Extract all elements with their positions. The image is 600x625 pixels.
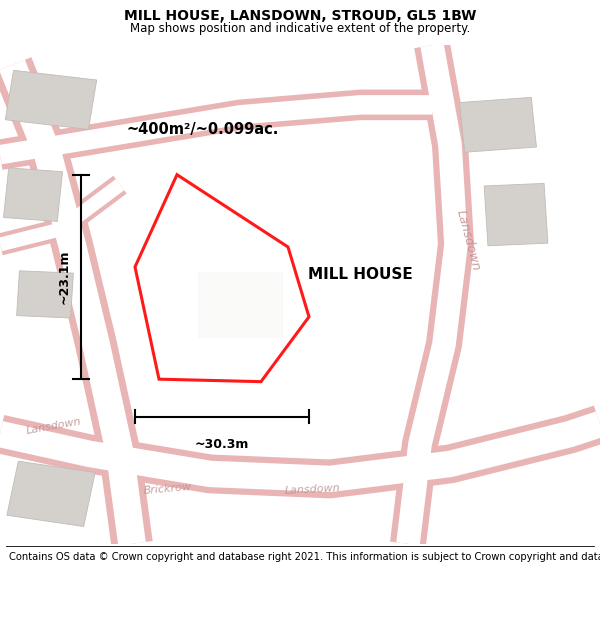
Polygon shape <box>135 174 309 382</box>
Text: Lansdown: Lansdown <box>26 416 82 436</box>
Text: Brickrow: Brickrow <box>143 482 193 496</box>
Text: Contains OS data © Crown copyright and database right 2021. This information is : Contains OS data © Crown copyright and d… <box>9 552 600 562</box>
Polygon shape <box>460 98 536 152</box>
Text: MILL HOUSE, LANSDOWN, STROUD, GL5 1BW: MILL HOUSE, LANSDOWN, STROUD, GL5 1BW <box>124 9 476 23</box>
Polygon shape <box>198 272 282 337</box>
Text: ~30.3m: ~30.3m <box>195 438 249 451</box>
Polygon shape <box>4 168 62 221</box>
Text: Lansdown: Lansdown <box>284 483 340 496</box>
Polygon shape <box>17 271 73 318</box>
Text: ~23.1m: ~23.1m <box>58 249 71 304</box>
Text: Lansdown: Lansdown <box>454 209 482 272</box>
Polygon shape <box>7 461 95 526</box>
Polygon shape <box>484 183 548 246</box>
Polygon shape <box>5 70 97 129</box>
Text: MILL HOUSE: MILL HOUSE <box>308 267 412 282</box>
Text: ~400m²/~0.099ac.: ~400m²/~0.099ac. <box>126 122 278 138</box>
Text: Map shows position and indicative extent of the property.: Map shows position and indicative extent… <box>130 22 470 35</box>
